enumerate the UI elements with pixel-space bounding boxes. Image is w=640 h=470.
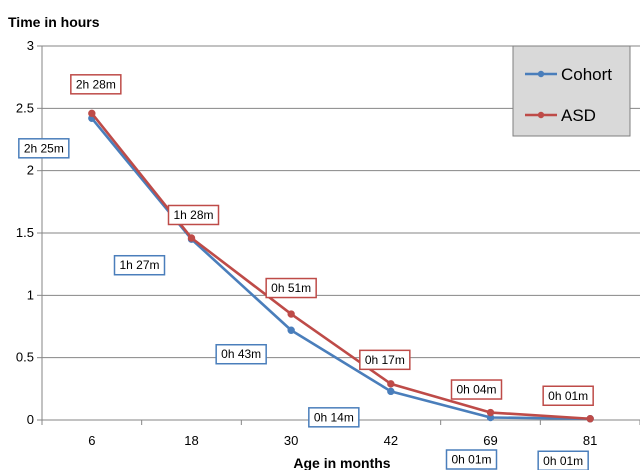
- data-label-box: [308, 407, 360, 428]
- legend-marker: [537, 111, 545, 119]
- data-label-asd-1: 1h 28m: [167, 204, 220, 226]
- legend-item-asd: ASD: [525, 106, 596, 125]
- data-label-asd-5: 0h 01m: [542, 385, 594, 407]
- y-tick-label-5: 2.5: [16, 100, 34, 115]
- data-label-asd-2: 0h 51m: [265, 277, 317, 299]
- data-label-cohort-5: 0h 01m: [537, 450, 589, 470]
- series-line-cohort: [90, 117, 591, 421]
- data-label-text: 0h 17m: [365, 353, 405, 367]
- series-line-asd: [90, 112, 591, 421]
- y-tick-label-2: 1: [27, 287, 34, 302]
- data-label-text: 0h 14m: [314, 410, 354, 424]
- data-label-cohort-1: 1h 27m: [113, 254, 166, 276]
- point-asd-5: [586, 415, 594, 423]
- data-label-text: 2h 28m: [76, 77, 116, 91]
- data-label-asd-3: 0h 17m: [359, 349, 411, 371]
- data-label-box: [542, 385, 594, 407]
- x-tick-labels: 6 18 30 42 69 81: [88, 433, 597, 448]
- data-label-box: [215, 343, 267, 365]
- legend: Cohort ASD: [512, 45, 631, 137]
- data-label-asd-4: 0h 04m: [450, 379, 503, 400]
- data-labels: 2h 25m 1h 27m 0h 43m 0h 14m 0h 01m 0h 01m 2h 2…: [18, 74, 594, 470]
- point-asd-1: [187, 234, 196, 242]
- data-label-box: [113, 254, 166, 276]
- data-label-text: 1h 27m: [119, 258, 159, 272]
- y-tick-labels: 0 0.5 1 1.5 2 2.5 3: [16, 38, 34, 427]
- data-label-text: 0h 43m: [221, 347, 261, 361]
- data-label-box: [70, 74, 122, 95]
- legend-label: Cohort: [561, 65, 612, 84]
- point-asd-2: [287, 310, 295, 318]
- data-label-box: [167, 204, 220, 226]
- data-label-box: [445, 449, 498, 470]
- data-label-cohort-2: 0h 43m: [215, 343, 267, 365]
- point-asd-3: [387, 380, 395, 388]
- legend-item-cohort: Cohort: [525, 65, 612, 84]
- data-label-text: 0h 01m: [543, 454, 583, 468]
- y-tick-label-6: 3: [27, 38, 34, 53]
- data-label-text: 0h 01m: [548, 389, 588, 403]
- data-label-text: 2h 25m: [24, 141, 64, 155]
- point-asd-0: [88, 109, 96, 118]
- legend-marker: [537, 70, 545, 78]
- y-tick-label-0: 0: [27, 412, 34, 427]
- data-label-text: 0h 04m: [456, 383, 496, 397]
- y-tick-label-1: 0.5: [16, 350, 34, 365]
- x-tick-label-4: 69: [483, 433, 497, 448]
- x-tick-label-2: 30: [284, 433, 298, 448]
- x-axis-title: Age in months: [293, 455, 390, 470]
- x-tick-label-0: 6: [88, 433, 95, 448]
- data-label-cohort-0: 2h 25m: [18, 138, 70, 159]
- y-tick-label-4: 2: [27, 163, 34, 178]
- data-label-text: 1h 28m: [173, 208, 213, 222]
- data-label-text: 0h 01m: [451, 453, 491, 467]
- data-label-text: 0h 51m: [271, 281, 311, 295]
- point-asd-4: [486, 408, 495, 417]
- data-label-box: [18, 138, 70, 159]
- y-axis-title: Time in hours: [8, 14, 100, 30]
- y-tick-label-3: 1.5: [16, 225, 34, 240]
- data-label-cohort-3: 0h 14m: [308, 407, 360, 428]
- x-tick-label-1: 18: [184, 433, 198, 448]
- point-cohort-3: [387, 387, 395, 396]
- data-label-box: [537, 450, 589, 470]
- gridlines: [42, 45, 640, 359]
- legend-label: ASD: [561, 106, 596, 125]
- x-tick-label-5: 81: [583, 433, 597, 448]
- data-label-box: [265, 277, 317, 299]
- data-label-box: [359, 349, 411, 371]
- x-tick-label-3: 42: [384, 433, 398, 448]
- point-cohort-2: [287, 326, 295, 334]
- data-label-asd-0: 2h 28m: [70, 74, 122, 95]
- legend-box: [512, 45, 631, 137]
- data-label-box: [450, 379, 503, 400]
- data-label-cohort-4: 0h 01m: [445, 449, 498, 470]
